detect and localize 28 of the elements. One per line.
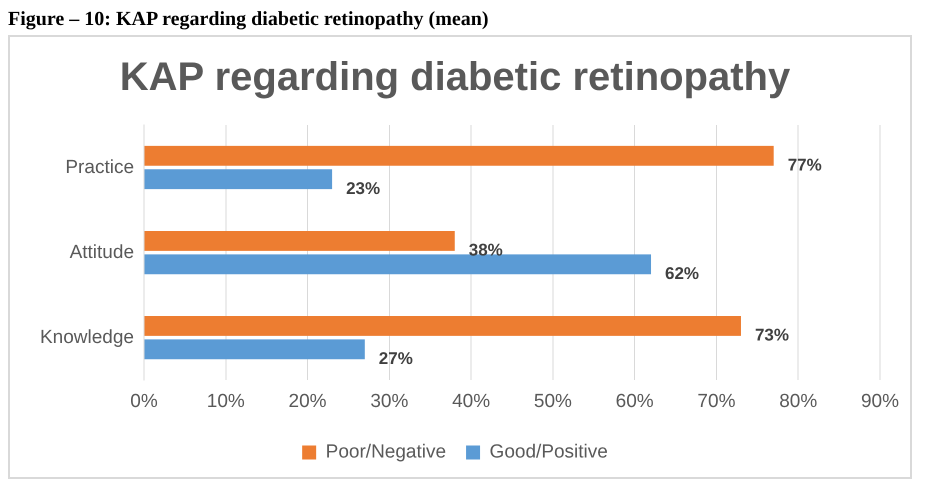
- x-tick-label: 70%: [697, 390, 736, 412]
- data-label: 23%: [346, 178, 380, 198]
- legend-label: Poor/Negative: [326, 442, 446, 463]
- bar: [144, 316, 741, 336]
- x-tick-label: 40%: [452, 390, 490, 412]
- y-tick-label: Practice: [65, 156, 134, 178]
- x-tick-label: 30%: [370, 390, 408, 412]
- x-tick-label: 20%: [288, 390, 327, 412]
- data-label: 62%: [665, 264, 700, 283]
- data-label: 77%: [788, 156, 822, 175]
- x-tick-label: 50%: [534, 390, 572, 412]
- bar: [144, 339, 365, 360]
- data-label: 73%: [754, 326, 790, 345]
- bar: [144, 169, 332, 190]
- x-tick-label: 10%: [206, 390, 245, 412]
- bar: [144, 254, 652, 274]
- bar: [144, 146, 774, 166]
- x-tick-label: 0%: [130, 390, 158, 412]
- chart-title: KAP regarding diabetic retinopathy: [120, 55, 791, 100]
- y-tick-label: Knowledge: [40, 326, 134, 348]
- x-tick-label: 80%: [779, 390, 818, 412]
- text: Figure – 10: KAP regarding diabetic retinopathy (mean): [8, 8, 490, 31]
- bar: [144, 230, 455, 251]
- x-tick-label: 60%: [616, 390, 654, 412]
- y-tick-label: Attitude: [70, 242, 134, 263]
- x-tick-label: 90%: [860, 390, 900, 412]
- data-label: 27%: [378, 349, 413, 368]
- legend-label: Good/Positive: [490, 442, 608, 463]
